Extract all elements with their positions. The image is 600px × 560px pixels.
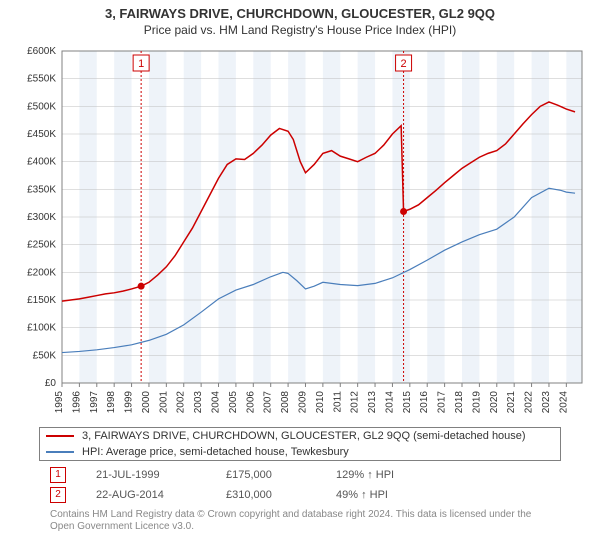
svg-text:1997: 1997 (89, 391, 100, 414)
transaction-hpi: 49% ↑ HPI (336, 489, 456, 501)
svg-text:£550K: £550K (27, 74, 56, 85)
svg-text:2010: 2010 (315, 391, 326, 414)
chart-legend: 3, FAIRWAYS DRIVE, CHURCHDOWN, GLOUCESTE… (39, 427, 561, 461)
legend-item: 3, FAIRWAYS DRIVE, CHURCHDOWN, GLOUCESTE… (40, 428, 560, 444)
svg-text:2018: 2018 (454, 391, 465, 414)
svg-text:2007: 2007 (263, 391, 274, 414)
svg-text:£600K: £600K (27, 46, 56, 57)
svg-text:2021: 2021 (506, 391, 517, 414)
svg-text:2017: 2017 (437, 391, 448, 414)
transaction-date: 21-JUL-1999 (96, 469, 226, 481)
svg-text:£400K: £400K (27, 157, 56, 168)
transaction-date: 22-AUG-2014 (96, 489, 226, 501)
svg-text:2003: 2003 (193, 391, 204, 414)
svg-text:2: 2 (401, 58, 407, 70)
svg-text:£350K: £350K (27, 184, 56, 195)
svg-text:2024: 2024 (558, 391, 569, 414)
svg-text:£150K: £150K (27, 295, 56, 306)
data-attribution: Contains HM Land Registry data © Crown c… (0, 505, 600, 537)
page-subtitle: Price paid vs. HM Land Registry's House … (0, 21, 600, 41)
svg-text:2012: 2012 (350, 391, 361, 414)
legend-swatch (46, 435, 74, 437)
svg-text:2000: 2000 (141, 391, 152, 414)
svg-text:2002: 2002 (176, 391, 187, 414)
page-title: 3, FAIRWAYS DRIVE, CHURCHDOWN, GLOUCESTE… (0, 0, 600, 21)
svg-text:1999: 1999 (124, 391, 135, 414)
legend-label: HPI: Average price, semi-detached house,… (82, 446, 349, 458)
svg-text:£50K: £50K (33, 350, 57, 361)
svg-text:£250K: £250K (27, 240, 56, 251)
svg-text:2005: 2005 (228, 391, 239, 414)
svg-text:£500K: £500K (27, 101, 56, 112)
svg-text:£0: £0 (45, 378, 57, 389)
svg-text:2022: 2022 (524, 391, 535, 414)
transaction-table: 1 21-JUL-1999£175,000129% ↑ HPI 2 22-AUG-20… (0, 465, 600, 505)
svg-text:2014: 2014 (384, 391, 395, 414)
svg-text:2001: 2001 (158, 391, 169, 414)
svg-text:1: 1 (138, 58, 144, 70)
svg-text:2011: 2011 (332, 391, 343, 413)
svg-text:2006: 2006 (245, 391, 256, 414)
svg-text:£300K: £300K (27, 212, 56, 223)
svg-text:1995: 1995 (54, 391, 65, 414)
transaction-hpi: 129% ↑ HPI (336, 469, 456, 481)
svg-text:2020: 2020 (489, 391, 500, 414)
svg-text:1996: 1996 (71, 391, 82, 414)
svg-text:2013: 2013 (367, 391, 378, 414)
transaction-row: 1 21-JUL-1999£175,000129% ↑ HPI (0, 465, 600, 485)
transaction-price: £175,000 (226, 469, 336, 481)
svg-text:1998: 1998 (106, 391, 117, 414)
svg-text:2023: 2023 (541, 391, 552, 414)
svg-text:£450K: £450K (27, 129, 56, 140)
price-chart: £0 £50K £100K £150K £200K £250K £300K £350K £400… (10, 41, 590, 421)
svg-text:£100K: £100K (27, 323, 56, 334)
legend-swatch (46, 451, 74, 453)
svg-text:2015: 2015 (402, 391, 413, 414)
svg-text:2019: 2019 (471, 391, 482, 414)
svg-text:2016: 2016 (419, 391, 430, 414)
svg-text:2008: 2008 (280, 391, 291, 414)
svg-text:£200K: £200K (27, 267, 56, 278)
legend-item: HPI: Average price, semi-detached house,… (40, 444, 560, 460)
transaction-row: 2 22-AUG-2014£310,00049% ↑ HPI (0, 485, 600, 505)
transaction-badge: 1 (50, 467, 66, 483)
svg-text:2009: 2009 (297, 391, 308, 414)
svg-text:2004: 2004 (211, 391, 222, 414)
transaction-price: £310,000 (226, 489, 336, 501)
legend-label: 3, FAIRWAYS DRIVE, CHURCHDOWN, GLOUCESTE… (82, 430, 526, 442)
transaction-badge: 2 (50, 487, 66, 503)
